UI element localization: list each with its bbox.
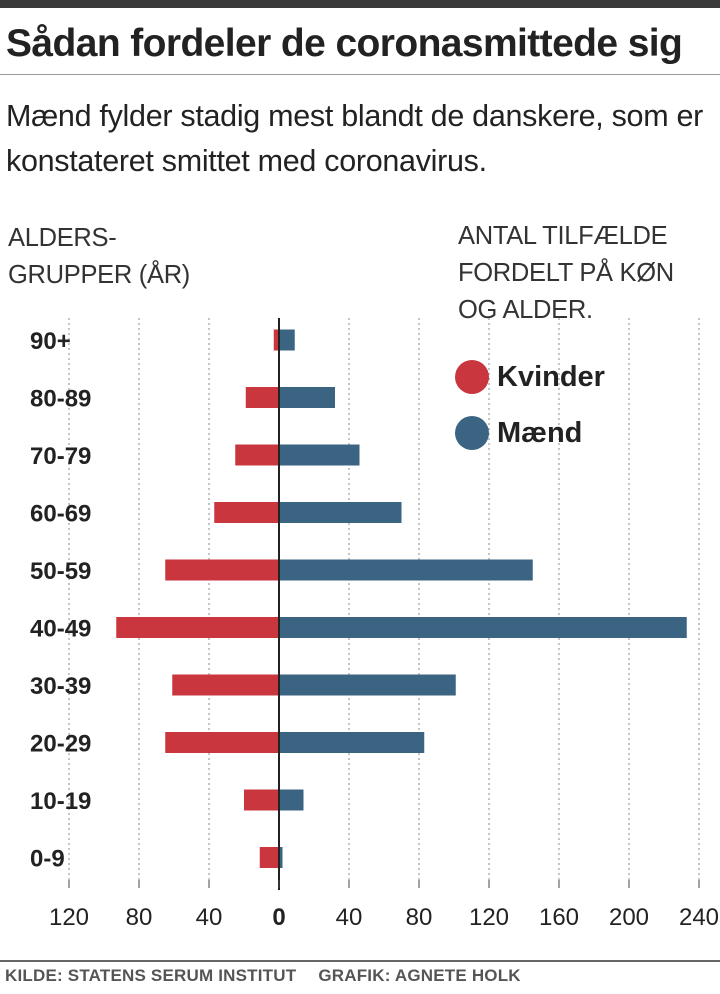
x-axis-caption-line: FORDELT PÅ KØN bbox=[458, 259, 674, 287]
x-tick-label: 240 bbox=[679, 904, 719, 931]
bar-kvinder bbox=[244, 789, 279, 811]
chart-title: Sådan fordeler de coronasmittede sig bbox=[6, 22, 683, 65]
x-axis-caption: ANTAL TILFÆLDE FORDELT PÅ KØN OG ALDER. bbox=[458, 218, 674, 329]
legend-swatch-kvinder bbox=[455, 360, 489, 394]
legend-item-kvinder: Kvinder bbox=[455, 355, 605, 399]
graphic-credit: GRAFIK: AGNETE HOLK bbox=[318, 966, 521, 985]
title-rule bbox=[0, 74, 720, 75]
x-tick-label: 0 bbox=[272, 904, 285, 931]
x-tick-label: 40 bbox=[336, 904, 363, 931]
x-tick-label: 80 bbox=[126, 904, 153, 931]
legend-label-maend: Mænd bbox=[497, 416, 583, 449]
x-tick-label: 40 bbox=[196, 904, 223, 931]
bar-kvinder bbox=[172, 674, 279, 696]
age-group-label: 20-29 bbox=[30, 731, 91, 758]
bar-kvinder bbox=[235, 444, 279, 466]
x-tick-label: 80 bbox=[406, 904, 433, 931]
bar-kvinder bbox=[259, 847, 279, 868]
age-group-label: 60-69 bbox=[30, 501, 91, 528]
bar-maend bbox=[279, 847, 283, 868]
age-group-label: 80-89 bbox=[30, 386, 91, 413]
bar-maend bbox=[279, 674, 456, 696]
bar-kvinder bbox=[116, 617, 279, 638]
y-axis-caption: ALDERS- GRUPPER (ÅR) bbox=[8, 220, 190, 294]
source-credit: KILDE: STATENS SERUM INSTITUT bbox=[5, 966, 297, 985]
bar-maend bbox=[279, 617, 687, 638]
bottom-rule bbox=[0, 960, 720, 962]
chart-subtitle: Mænd fylder stadig mest blandt de danske… bbox=[6, 99, 704, 178]
age-group-label: 70-79 bbox=[30, 443, 91, 470]
top-rule bbox=[0, 0, 720, 8]
legend: Kvinder Mænd bbox=[455, 355, 605, 467]
x-axis-caption-line: ANTAL TILFÆLDE bbox=[458, 222, 668, 250]
bar-kvinder bbox=[165, 559, 279, 581]
bar-maend bbox=[279, 732, 425, 753]
bar-maend bbox=[279, 559, 533, 581]
x-tick-label: 200 bbox=[609, 904, 649, 931]
x-tick-label: 160 bbox=[539, 904, 579, 931]
bar-maend bbox=[279, 329, 295, 351]
bar-maend bbox=[279, 387, 335, 408]
bar-maend bbox=[279, 789, 304, 811]
legend-swatch-maend bbox=[455, 416, 489, 450]
y-axis-caption-line: GRUPPER (ÅR) bbox=[8, 261, 190, 289]
age-group-label: 90+ bbox=[30, 328, 71, 355]
bar-maend bbox=[279, 444, 360, 466]
x-tick-label: 120 bbox=[469, 904, 509, 931]
legend-label-kvinder: Kvinder bbox=[497, 360, 605, 393]
bar-kvinder bbox=[214, 502, 279, 523]
age-group-label: 0-9 bbox=[30, 846, 65, 873]
credits: KILDE: STATENS SERUM INSTITUT GRAFIK: AGN… bbox=[5, 966, 521, 986]
bar-kvinder bbox=[165, 732, 279, 753]
age-group-label: 10-19 bbox=[30, 788, 91, 815]
x-tick-label: 120 bbox=[49, 904, 89, 931]
bar-kvinder bbox=[245, 387, 279, 408]
age-group-label: 50-59 bbox=[30, 558, 91, 585]
age-group-label: 40-49 bbox=[30, 616, 91, 643]
age-group-label: 30-39 bbox=[30, 673, 91, 700]
legend-item-maend: Mænd bbox=[455, 411, 605, 455]
bar-kvinder bbox=[273, 329, 279, 351]
y-axis-caption-line: ALDERS- bbox=[8, 224, 117, 252]
x-axis-caption-line: OG ALDER. bbox=[458, 296, 593, 324]
bar-maend bbox=[279, 502, 402, 523]
